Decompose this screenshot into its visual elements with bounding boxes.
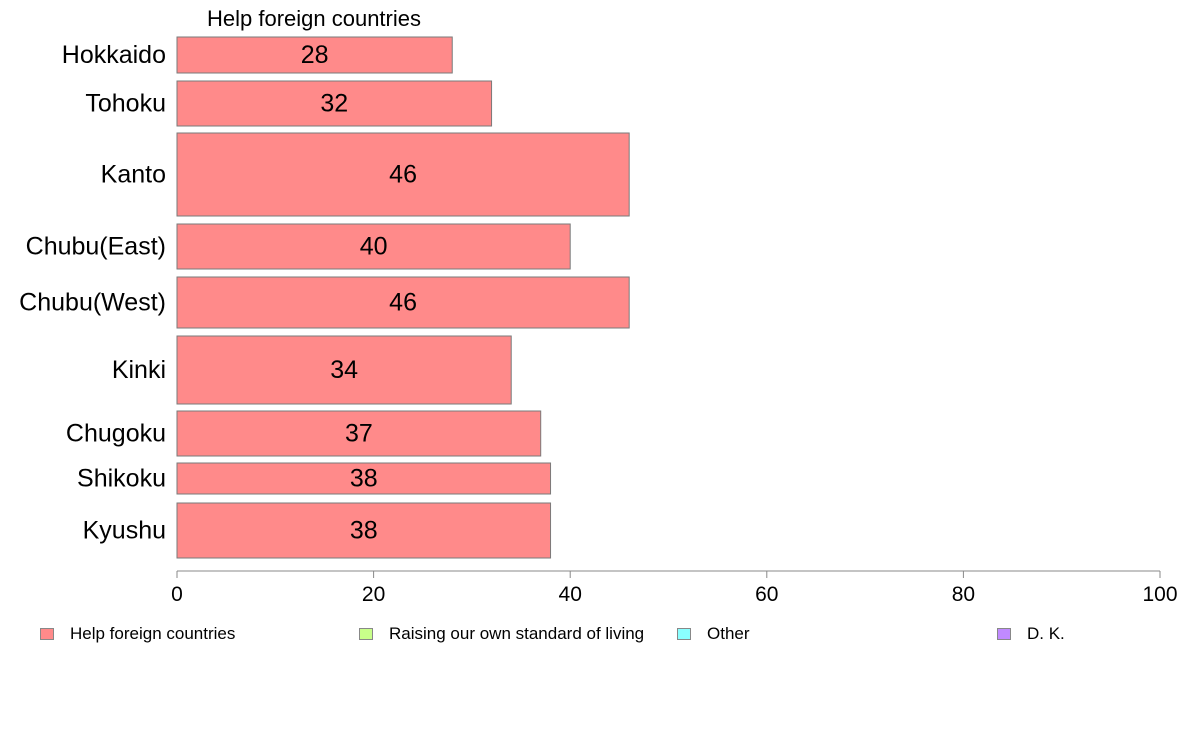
value-label-chubu-west: 46 [389,289,417,317]
bar-kanto [176,132,630,217]
legend: Help foreign countries Raising our own st… [0,622,1188,646]
legend-swatch-raising-our-own-standard-of-living [359,628,373,640]
legend-swatch-d-k [997,628,1011,640]
x-tick-label-60: 60 [755,583,778,606]
bar-chugoku [176,410,542,457]
x-tick-label-80: 80 [952,583,975,606]
legend-label-d-k: D. K. [1027,624,1065,643]
legend-item-d-k: D. K. [997,622,1065,646]
x-tick-label-20: 20 [362,583,385,606]
bar-kyushu [176,502,552,559]
category-label-kyushu: Kyushu [83,517,166,545]
legend-label-raising-our-own-standard-of-living: Raising our own standard of living [389,624,645,643]
x-axis: 0 20 40 60 80 100 [171,570,1178,606]
category-label-shikoku: Shikoku [77,465,166,493]
bar-kinki [176,335,512,405]
category-label-chugoku: Chugoku [66,420,166,448]
value-label-tohoku: 32 [320,90,348,118]
category-label-kanto: Kanto [101,161,166,189]
value-label-hokkaido: 28 [301,41,329,69]
category-label-kinki: Kinki [112,356,166,384]
bars-group: Hokkaido 28 Tohoku 32 Kanto 46 Chubu(East) 40 Ch… [19,36,630,559]
legend-swatch-help-foreign-countries [40,628,54,640]
x-tick-label-40: 40 [559,583,582,606]
bar-tohoku [176,80,493,127]
legend-item-help-foreign-countries: Help foreign countries [40,622,235,646]
legend-item-raising-our-own-standard-of-living: Raising our own standard of living [359,622,644,646]
value-label-chugoku: 37 [345,420,373,448]
bar-hokkaido [176,36,453,74]
category-label-hokkaido: Hokkaido [62,41,166,69]
legend-swatch-other [677,628,691,640]
value-label-shikoku: 38 [350,465,378,493]
bar-chubu-east [176,223,571,270]
x-tick-label-100: 100 [1142,583,1177,606]
legend-item-other: Other [677,622,750,646]
value-label-kinki: 34 [330,356,358,384]
value-label-kyushu: 38 [350,517,378,545]
series-title: Help foreign countries [207,6,421,31]
value-label-kanto: 46 [389,161,417,189]
category-label-chubu-east: Chubu(East) [26,233,166,261]
x-tick-label-0: 0 [171,583,183,606]
category-label-chubu-west: Chubu(West) [19,289,166,317]
legend-label-help-foreign-countries: Help foreign countries [70,624,236,643]
bar-shikoku [176,462,552,495]
legend-label-other: Other [707,624,750,643]
category-label-tohoku: Tohoku [85,90,166,118]
bar-chubu-west [176,276,630,329]
value-label-chubu-east: 40 [360,233,388,261]
